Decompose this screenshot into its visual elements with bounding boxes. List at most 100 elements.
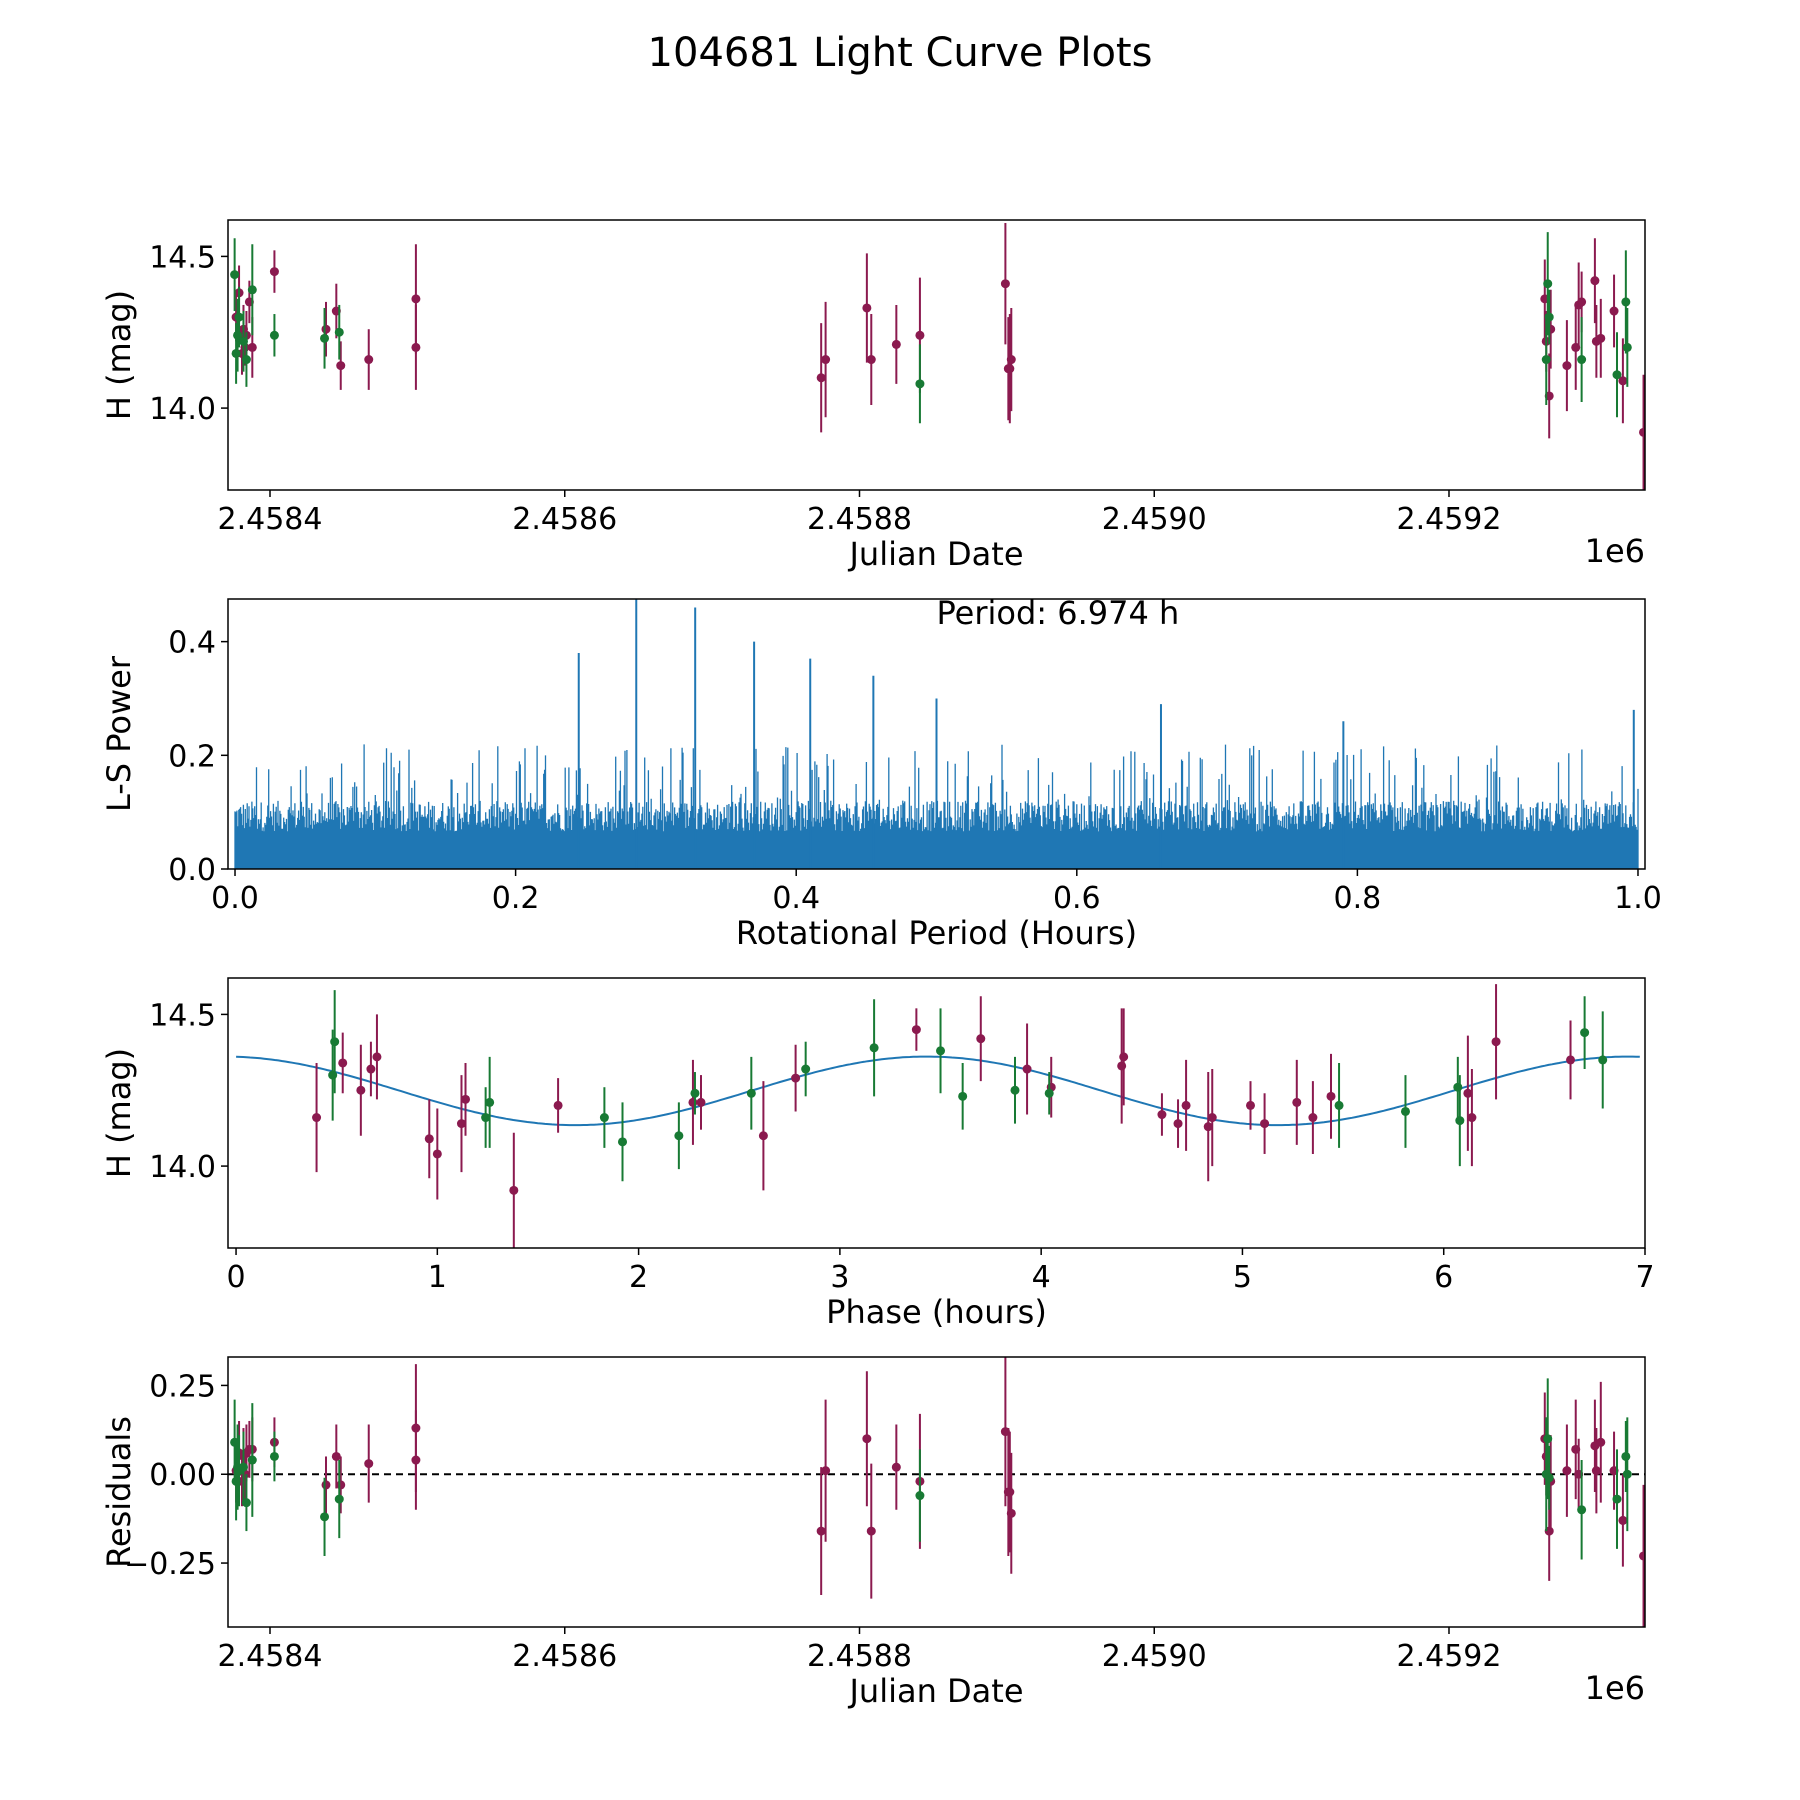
y-tick-label: 0.2 bbox=[168, 739, 216, 774]
r-band-data-point bbox=[1618, 376, 1628, 386]
axes-frame bbox=[227, 977, 1646, 1249]
g-band-data-point bbox=[1543, 1434, 1553, 1444]
y-tick-label: 14.5 bbox=[149, 240, 216, 275]
g-band-data-point bbox=[1612, 370, 1622, 380]
r-band-data-point bbox=[364, 355, 374, 365]
r-band-data-point bbox=[356, 1085, 366, 1095]
x-tick-label: 2.4586 bbox=[512, 502, 617, 537]
g-band-data-point bbox=[1010, 1085, 1020, 1095]
g-band-data-point bbox=[269, 1451, 279, 1461]
x-tick-label: 0.4 bbox=[772, 881, 820, 916]
g-band-data-point bbox=[1544, 312, 1554, 322]
g-band-data-point bbox=[746, 1088, 756, 1098]
x-tick-label: 0.0 bbox=[211, 881, 259, 916]
r-band-data-point bbox=[1292, 1097, 1302, 1107]
r-band-data-point bbox=[411, 1455, 421, 1465]
y-axis-label: L-S Power bbox=[100, 655, 138, 812]
x-tick-label: 1 bbox=[428, 1260, 447, 1295]
r-band-data-point bbox=[456, 1119, 466, 1129]
r-band-data-point bbox=[1181, 1100, 1191, 1110]
x-tick-label: 3 bbox=[830, 1260, 849, 1295]
r-band-data-point bbox=[976, 1034, 986, 1044]
x-tick-label: 2.4584 bbox=[218, 502, 323, 537]
axes-frame bbox=[227, 219, 1646, 491]
sinusoid-fit-line bbox=[236, 1055, 1640, 1127]
y-tick-label: 14.0 bbox=[149, 392, 216, 427]
r-band-data-point bbox=[1173, 1119, 1183, 1129]
r-band-data-point bbox=[911, 1025, 921, 1035]
x-tick-label: 0.8 bbox=[1334, 881, 1382, 916]
r-band-data-point bbox=[247, 342, 257, 352]
r-band-data-point bbox=[1117, 1061, 1127, 1071]
g-band-data-point bbox=[241, 1498, 251, 1508]
r-band-data-point bbox=[1590, 276, 1600, 286]
phasefold-plot-area bbox=[236, 984, 1640, 1248]
x-tick-label: 5 bbox=[1233, 1260, 1252, 1295]
g-band-data-point bbox=[1544, 1473, 1554, 1483]
r-band-data-point bbox=[1491, 1037, 1501, 1047]
g-band-data-point bbox=[1334, 1100, 1344, 1110]
axes-frame bbox=[227, 1356, 1646, 1628]
r-band-data-point bbox=[1006, 1508, 1016, 1518]
x-tick-label: 2 bbox=[629, 1260, 648, 1295]
g-band-data-point bbox=[320, 1512, 330, 1522]
x-axis-label: Julian Date bbox=[847, 535, 1023, 573]
r-band-data-point bbox=[1639, 427, 1645, 437]
g-band-data-point bbox=[936, 1046, 946, 1056]
g-band-data-point bbox=[230, 270, 240, 280]
x-axis-label: Julian Date bbox=[847, 1672, 1023, 1710]
r-band-data-point bbox=[891, 1462, 901, 1472]
r-band-data-point bbox=[553, 1100, 563, 1110]
r-band-data-point bbox=[1609, 306, 1619, 316]
r-band-data-point bbox=[331, 1451, 341, 1461]
r-band-data-point bbox=[372, 1052, 382, 1062]
r-band-data-point bbox=[424, 1134, 434, 1144]
g-band-data-point bbox=[330, 1037, 340, 1047]
axes-frame bbox=[227, 598, 1646, 870]
r-band-data-point bbox=[1467, 1113, 1477, 1123]
r-band-data-point bbox=[1005, 364, 1015, 374]
residuals-panel: 2.4584 2.4586 2.4588 2.4590 2.4592 0.25 0.00 −0… bbox=[100, 1356, 1646, 1710]
g-band-data-point bbox=[618, 1137, 628, 1147]
r-band-data-point bbox=[411, 294, 421, 304]
r-band-data-point bbox=[1260, 1119, 1270, 1129]
r-band-data-point bbox=[1203, 1122, 1213, 1132]
g-band-data-point bbox=[1400, 1106, 1410, 1116]
x-tick-label: 0.2 bbox=[492, 881, 540, 916]
g-band-data-point bbox=[234, 312, 244, 322]
r-band-data-point bbox=[338, 1058, 348, 1068]
r-band-data-point bbox=[866, 355, 876, 365]
r-band-data-point bbox=[1591, 1466, 1601, 1476]
g-band-data-point bbox=[1622, 1469, 1632, 1479]
y-tick-label: −0.25 bbox=[124, 1547, 216, 1582]
r-band-data-point bbox=[1119, 1052, 1129, 1062]
y-tick-label: 14.5 bbox=[149, 998, 216, 1033]
r-band-data-point bbox=[321, 324, 331, 334]
g-band-data-point bbox=[328, 1070, 338, 1080]
residuals-plot-area bbox=[228, 1357, 1645, 1627]
x-tick-label: 2.4590 bbox=[1102, 1639, 1207, 1674]
r-band-data-point bbox=[1566, 1055, 1576, 1065]
g-band-data-point bbox=[1621, 1451, 1631, 1461]
r-band-data-point bbox=[269, 267, 279, 277]
r-band-data-point bbox=[1596, 333, 1606, 343]
y-tick-label: 0.00 bbox=[149, 1458, 216, 1493]
r-band-data-point bbox=[1000, 279, 1010, 289]
r-band-data-point bbox=[821, 1466, 831, 1476]
g-band-data-point bbox=[1541, 355, 1551, 365]
x-tick-label: 0.6 bbox=[1053, 881, 1101, 916]
period-annotation: Period: 6.974 h bbox=[937, 594, 1180, 632]
g-band-data-point bbox=[801, 1064, 811, 1074]
lightcurve-plot-area bbox=[230, 223, 1645, 490]
g-band-data-point bbox=[485, 1097, 495, 1107]
g-band-data-point bbox=[1453, 1082, 1463, 1092]
x-axis-label: Phase (hours) bbox=[826, 1293, 1047, 1331]
r-band-data-point bbox=[1005, 1487, 1015, 1497]
r-band-data-point bbox=[1157, 1110, 1167, 1120]
r-band-data-point bbox=[1577, 297, 1587, 307]
r-band-data-point bbox=[509, 1185, 519, 1195]
y-axis-label: H (mag) bbox=[100, 1048, 138, 1178]
r-band-data-point bbox=[862, 303, 872, 313]
